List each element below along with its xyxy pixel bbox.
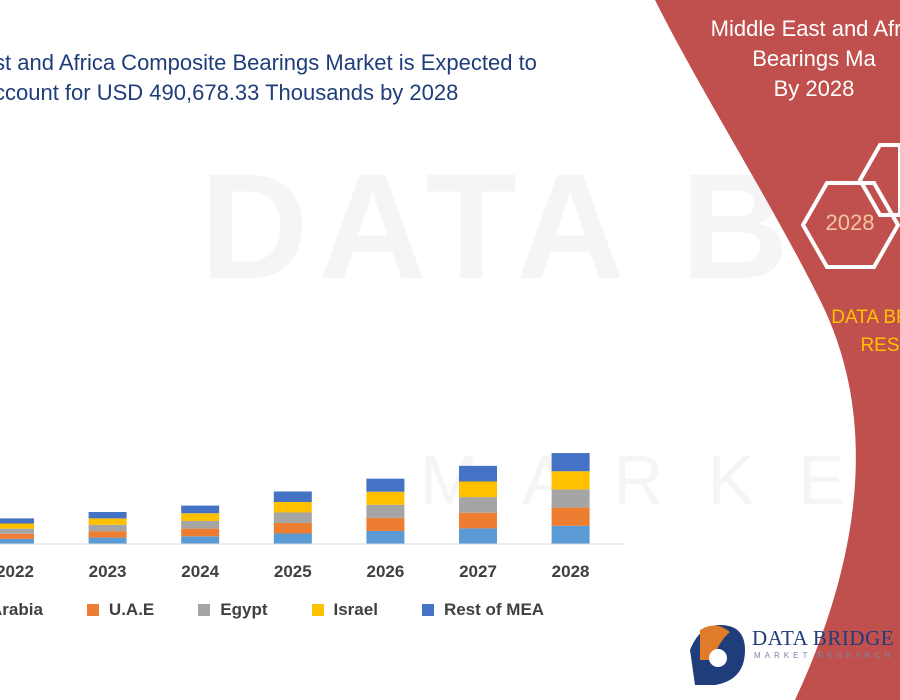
bar-segment-2026-4 bbox=[366, 478, 405, 492]
panel-title: Middle East and Afric Bearings Ma By 202… bbox=[684, 14, 900, 104]
panel-title-line-2: Bearings Ma bbox=[752, 46, 876, 71]
bar-segment-2025-0 bbox=[273, 533, 312, 544]
bar-segment-2028-3 bbox=[551, 471, 590, 490]
x-tick-label: 2026 bbox=[366, 562, 404, 581]
legend-item: Israel bbox=[311, 600, 378, 620]
bar-segment-2024-1 bbox=[181, 528, 220, 537]
bar-segment-2022-3 bbox=[0, 523, 34, 529]
bar-segment-2023-3 bbox=[88, 518, 127, 525]
hexagon-partial-icon bbox=[857, 143, 900, 217]
logo-name: DATA BRIDGE bbox=[752, 626, 895, 650]
bar-segment-2028-0 bbox=[551, 525, 590, 544]
bar-segment-2026-1 bbox=[366, 517, 405, 531]
bar-segment-2022-1 bbox=[0, 533, 34, 539]
x-tick-label: 2023 bbox=[89, 562, 127, 581]
bar-segment-2022-4 bbox=[0, 518, 34, 524]
bar-segment-2028-1 bbox=[551, 507, 590, 526]
bar-segment-2025-4 bbox=[273, 491, 312, 502]
legend-swatch bbox=[86, 604, 99, 616]
bar-segment-2022-2 bbox=[0, 528, 34, 534]
bar-segment-2027-4 bbox=[459, 465, 497, 482]
x-tick-label: 2024 bbox=[181, 562, 219, 581]
legend-item: Arabia bbox=[0, 600, 43, 620]
x-tick-label: 2027 bbox=[459, 562, 497, 581]
legend-label: Rest of MEA bbox=[443, 600, 545, 619]
bar-segment-2024-0 bbox=[181, 536, 220, 544]
legend-swatch bbox=[198, 604, 211, 616]
logo-tagline: MARKET RESEARCH bbox=[754, 651, 894, 660]
x-tick-label: 2028 bbox=[552, 562, 590, 581]
panel-brand: DATA BRID RES bbox=[790, 304, 900, 360]
chart-headline: st and Africa Composite Bearings Market … bbox=[0, 48, 634, 108]
bar-segment-2023-0 bbox=[88, 537, 127, 544]
hexagon-2028-icon bbox=[800, 181, 900, 269]
legend-item: Egypt bbox=[198, 600, 268, 620]
bar-segment-2025-2 bbox=[273, 512, 312, 523]
x-tick-label: 2022 bbox=[0, 562, 34, 581]
legend-label: Arabia bbox=[0, 600, 43, 619]
panel-brand-line-1: DATA BRID bbox=[831, 307, 900, 328]
bar-chart: 2022 2023 2024 2025 2026 2027 2028 bbox=[0, 453, 624, 581]
bar-segment-2026-3 bbox=[366, 491, 405, 505]
headline-line-1: st and Africa Composite Bearings Market … bbox=[0, 50, 537, 75]
bar-segment-2023-1 bbox=[88, 531, 127, 538]
bar-segment-2028-2 bbox=[551, 489, 590, 508]
panel-background bbox=[655, 0, 900, 700]
bar-segment-2024-2 bbox=[181, 520, 220, 529]
legend-label: Israel bbox=[333, 600, 378, 619]
bar-segment-2027-0 bbox=[459, 528, 497, 544]
x-tick-label: 2025 bbox=[274, 562, 312, 581]
legend-item: U.A.E bbox=[86, 600, 155, 620]
bar-segment-2026-2 bbox=[366, 504, 405, 518]
bar-segment-2025-1 bbox=[273, 522, 312, 534]
panel-title-line-1: Middle East and Afric bbox=[710, 16, 900, 41]
panel-brand-line-2: RES bbox=[860, 335, 900, 356]
chart-legend: Arabia U.A.E Egypt Israel Rest of MEA bbox=[0, 597, 588, 623]
bar-segment-2023-4 bbox=[88, 511, 127, 519]
legend-label: Egypt bbox=[220, 600, 268, 619]
headline-line-2: ccount for USD 490,678.33 Thousands by 2… bbox=[0, 80, 459, 105]
bar-segment-2024-3 bbox=[181, 513, 220, 521]
legend-swatch bbox=[421, 604, 434, 616]
bar-segment-2027-2 bbox=[459, 497, 497, 513]
bar-segment-2027-3 bbox=[459, 481, 497, 498]
panel-title-line-3: By 2028 bbox=[773, 76, 855, 101]
legend-item: Rest of MEA bbox=[421, 600, 545, 620]
bar-segment-2022-0 bbox=[0, 538, 34, 544]
watermark-subtitle: MARKET RESEARCH bbox=[420, 441, 900, 519]
legend-swatch bbox=[311, 604, 324, 616]
bar-segment-2027-1 bbox=[459, 512, 497, 529]
x-tick-labels: 2022 2023 2024 2025 2026 2027 2028 bbox=[0, 562, 590, 581]
bar-segment-2028-4 bbox=[551, 453, 590, 472]
bars-group bbox=[0, 453, 590, 544]
legend-label: U.A.E bbox=[108, 600, 155, 619]
logo-icon bbox=[690, 625, 745, 685]
bar-segment-2024-4 bbox=[181, 505, 220, 514]
bar-segment-2026-0 bbox=[366, 530, 405, 544]
hexagon-year-label: 2028 bbox=[825, 210, 875, 235]
bar-segment-2023-2 bbox=[88, 524, 127, 532]
bar-segment-2025-3 bbox=[273, 501, 312, 513]
